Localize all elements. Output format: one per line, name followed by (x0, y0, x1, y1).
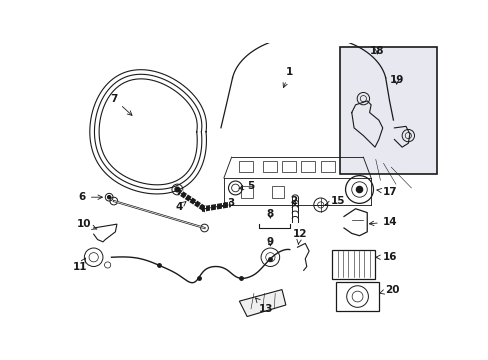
Text: 16: 16 (375, 252, 396, 262)
Text: 11: 11 (73, 258, 87, 271)
Text: 1: 1 (283, 67, 293, 87)
Bar (301, 161, 315, 172)
Bar (262, 161, 276, 172)
Text: 12: 12 (292, 229, 306, 245)
Bar (320, 161, 334, 172)
Text: 10: 10 (77, 219, 97, 229)
Text: 9: 9 (266, 237, 273, 247)
Bar (239, 161, 253, 172)
Bar (332, 249, 374, 279)
Text: 4: 4 (175, 202, 185, 212)
Text: 18: 18 (369, 46, 384, 56)
Text: 3: 3 (222, 198, 235, 208)
Text: 15: 15 (325, 196, 345, 206)
Bar (241, 186, 253, 198)
Text: 13: 13 (255, 298, 273, 314)
Text: 14: 14 (368, 217, 397, 227)
Text: 20: 20 (379, 285, 399, 294)
Bar (340, 47, 436, 174)
Bar (271, 186, 284, 198)
Text: 7: 7 (110, 94, 132, 115)
Bar (282, 161, 295, 172)
Polygon shape (239, 289, 285, 316)
Circle shape (356, 186, 362, 193)
Bar (336, 282, 378, 311)
Text: 17: 17 (376, 187, 397, 197)
Text: 2: 2 (289, 196, 297, 206)
Circle shape (175, 187, 179, 192)
Text: 8: 8 (266, 209, 273, 219)
Text: 19: 19 (389, 75, 403, 85)
Text: 5: 5 (239, 181, 254, 191)
Text: 6: 6 (79, 192, 102, 202)
Circle shape (107, 195, 110, 199)
